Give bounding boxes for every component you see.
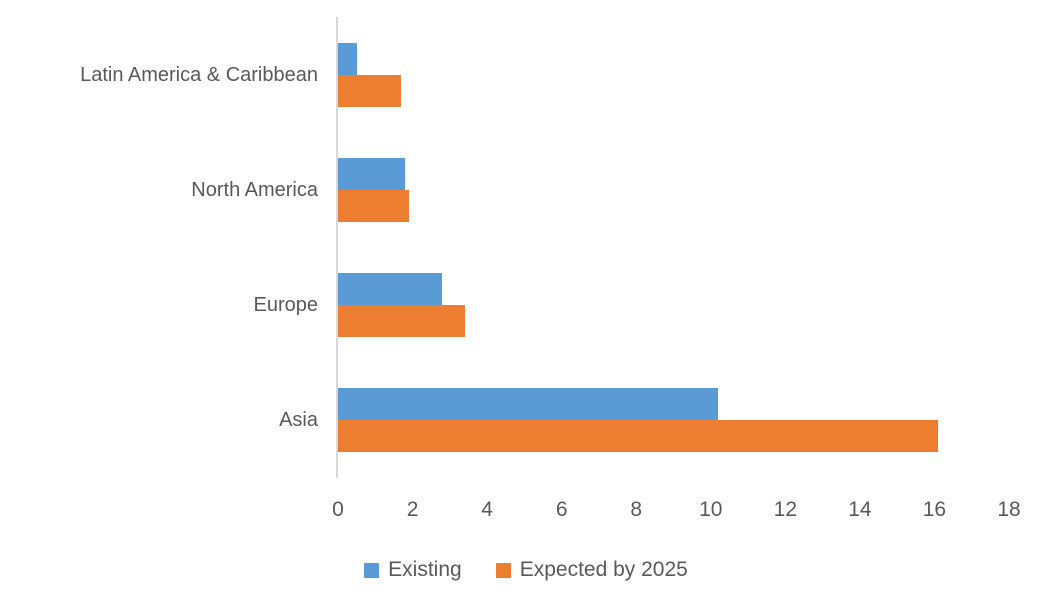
bar-existing-europe xyxy=(338,273,443,306)
x-tick-label-4: 4 xyxy=(481,498,493,521)
x-tick-label-6: 6 xyxy=(555,498,568,521)
category-label-latin-america-and-caribbean: Latin America & Caribbean xyxy=(80,63,318,86)
x-tick-label-10: 10 xyxy=(699,498,723,521)
legend-item-existing: Existing xyxy=(364,558,462,582)
legend-label-expected: Expected by 2025 xyxy=(519,558,688,581)
x-tick-label-2: 2 xyxy=(406,498,419,521)
legend: Existing Expected by 2025 xyxy=(0,558,1052,582)
bar-expected-by-2025-europe xyxy=(338,305,465,338)
x-tick-label-16: 16 xyxy=(922,498,947,521)
bar-expected-by-2025-north-america xyxy=(338,189,409,222)
category-label-north-america: North America xyxy=(191,178,318,201)
legend-item-expected: Expected by 2025 xyxy=(495,558,688,582)
value-axis: 0 2 4 6 8 10 12 14 16 18 xyxy=(332,498,1021,526)
legend-swatch-expected-icon xyxy=(495,562,511,578)
x-tick-label-0: 0 xyxy=(332,498,344,521)
category-label-europe: Europe xyxy=(253,294,319,317)
bar-existing-north-america xyxy=(338,157,406,190)
bar-existing-latin-america-and-caribbean xyxy=(338,42,357,75)
category-label-asia: Asia xyxy=(279,409,318,432)
x-tick-label-8: 8 xyxy=(630,498,643,521)
legend-label-existing: Existing xyxy=(388,558,462,581)
bar-existing-asia xyxy=(338,388,719,421)
bar-expected-by-2025-latin-america-and-caribbean xyxy=(338,74,402,107)
plot-area xyxy=(336,17,1009,478)
legend-swatch-existing-icon xyxy=(364,562,380,578)
x-tick-label-14: 14 xyxy=(848,498,872,521)
x-tick-label-12: 12 xyxy=(773,498,798,521)
x-tick-label-18: 18 xyxy=(997,498,1021,521)
bar-expected-by-2025-asia xyxy=(338,420,939,453)
